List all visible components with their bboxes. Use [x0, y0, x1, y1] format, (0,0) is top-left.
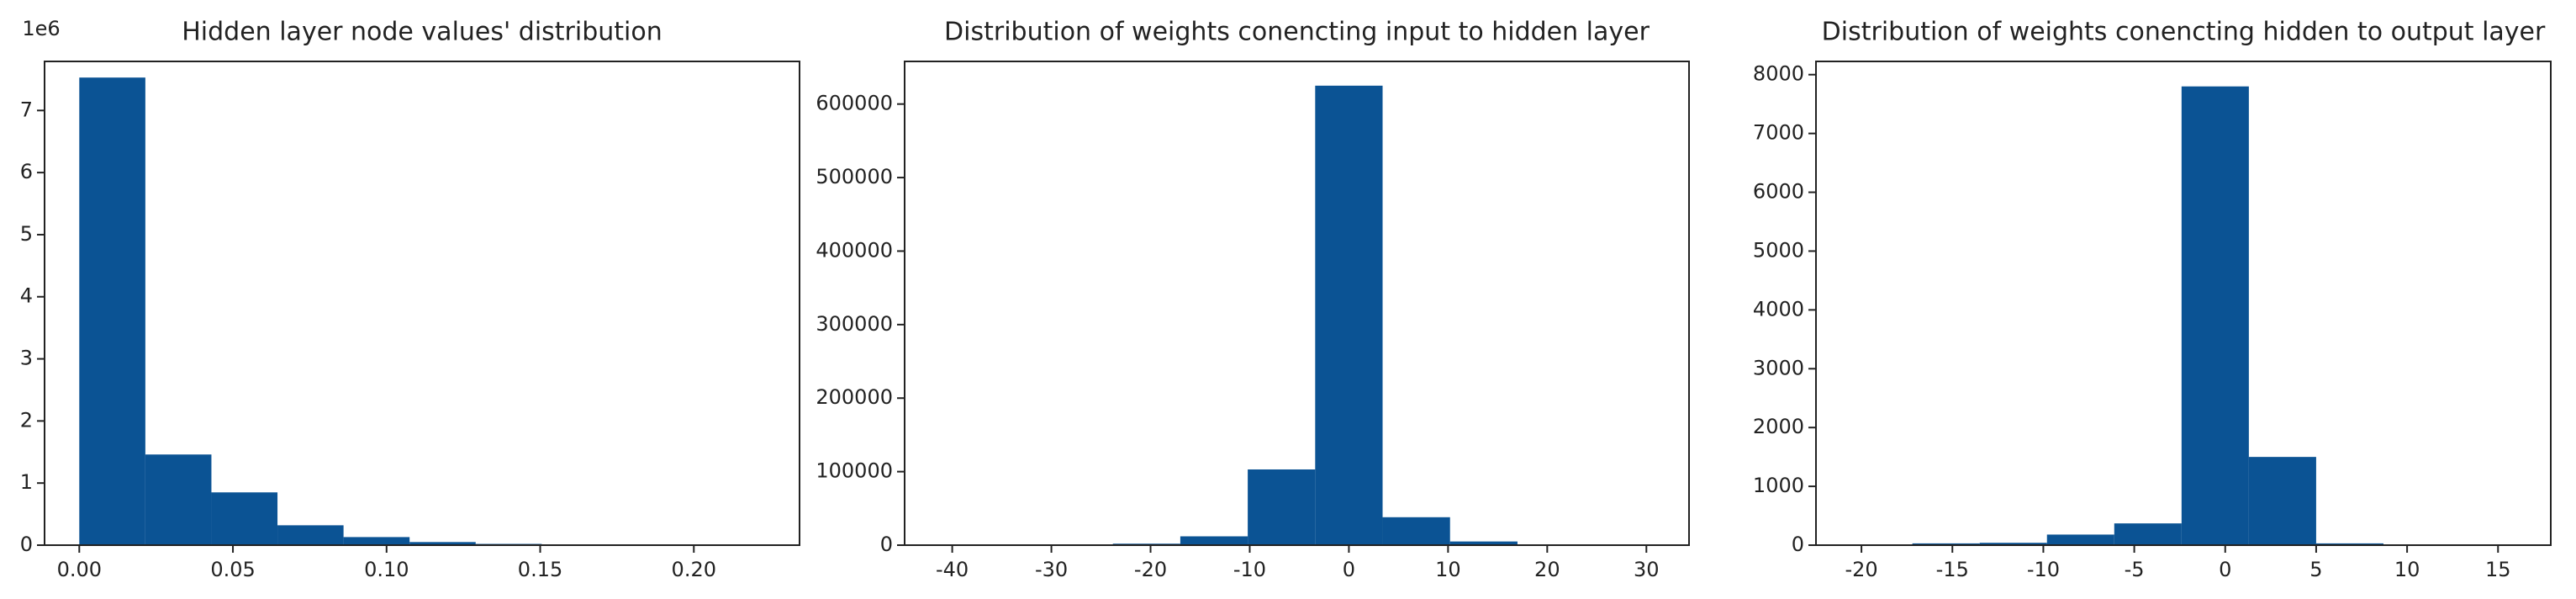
bar	[1248, 469, 1316, 545]
y-tick-label: 4000	[1753, 297, 1804, 321]
bar	[1912, 543, 1980, 545]
x-tick-label: 0.00	[57, 558, 102, 581]
y-tick-label: 3000	[1753, 356, 1804, 379]
x-tick-label: -15	[1936, 558, 1969, 581]
y-tick-label: 6000	[1753, 180, 1804, 204]
x-tick-label: 5	[2309, 558, 2322, 581]
y-tick-label: 5000	[1753, 238, 1804, 262]
x-tick-label: 15	[2485, 558, 2511, 581]
x-tick-label: 0.15	[518, 558, 562, 581]
y-tick-label: 7	[20, 98, 33, 121]
x-tick-label: -40	[936, 558, 969, 581]
y-tick-label: 500000	[816, 165, 893, 188]
bar	[1382, 517, 1450, 545]
y-tick-label: 2	[20, 408, 33, 432]
y-tick-label: 3	[20, 347, 33, 370]
x-tick-label: -5	[2125, 558, 2145, 581]
y-tick-label: 0	[20, 533, 33, 556]
plot-frame	[44, 61, 800, 546]
y-tick-label: 0	[880, 533, 893, 556]
y-tick-label: 1000	[1753, 474, 1804, 497]
bar	[1315, 85, 1383, 545]
bar	[2114, 523, 2182, 545]
x-tick-label: -20	[1845, 558, 1877, 581]
x-tick-label: 0.10	[364, 558, 409, 581]
bar	[409, 542, 476, 545]
bar	[1449, 541, 1518, 545]
bar	[2046, 534, 2114, 545]
y-tick-label: 8000	[1753, 62, 1804, 86]
y-tick-label: 5	[20, 222, 33, 246]
y-tick-label: 400000	[816, 238, 893, 262]
x-tick-label: 30	[1634, 558, 1660, 581]
bar	[2248, 457, 2316, 545]
chart-title: Distribution of weights conencting input…	[944, 18, 1650, 47]
y-tick-label: 600000	[816, 92, 893, 115]
x-tick-label: -10	[2027, 558, 2060, 581]
x-tick-label: 20	[1534, 558, 1560, 581]
bar	[1180, 536, 1248, 545]
plot-frame	[904, 61, 1690, 546]
y-tick-label: 0	[1792, 533, 1804, 556]
y-tick-label: 4	[20, 284, 33, 308]
chart-title: Hidden layer node values' distribution	[182, 18, 662, 47]
x-tick-label: 0	[2219, 558, 2231, 581]
bar	[1979, 543, 2047, 545]
bar	[343, 537, 410, 545]
bar	[277, 525, 344, 545]
x-tick-label: -30	[1035, 558, 1068, 581]
x-tick-label: 0.20	[672, 558, 716, 581]
x-tick-label: 10	[2394, 558, 2420, 581]
y-tick-label: 100000	[816, 459, 893, 483]
x-tick-label: -20	[1134, 558, 1167, 581]
bar	[145, 454, 212, 545]
bar	[79, 77, 145, 545]
chart-title: Distribution of weights conencting hidde…	[1822, 18, 2546, 47]
y-tick-label: 1	[20, 470, 33, 494]
y-tick-label: 200000	[816, 385, 893, 409]
bar	[2315, 543, 2383, 545]
x-tick-label: 0.05	[210, 558, 255, 581]
x-tick-label: 0	[1343, 558, 1355, 581]
y-tick-label: 2000	[1753, 415, 1804, 438]
y-tick-label: 7000	[1753, 121, 1804, 145]
x-tick-label: -10	[1233, 558, 1266, 581]
bar	[211, 492, 278, 545]
y-tick-label: 6	[20, 160, 33, 183]
plot-frame	[1815, 61, 2552, 546]
x-tick-label: 10	[1435, 558, 1461, 581]
y-tick-label: 300000	[816, 312, 893, 336]
y-offset-label: 1e6	[22, 17, 60, 40]
bar	[2181, 86, 2249, 545]
